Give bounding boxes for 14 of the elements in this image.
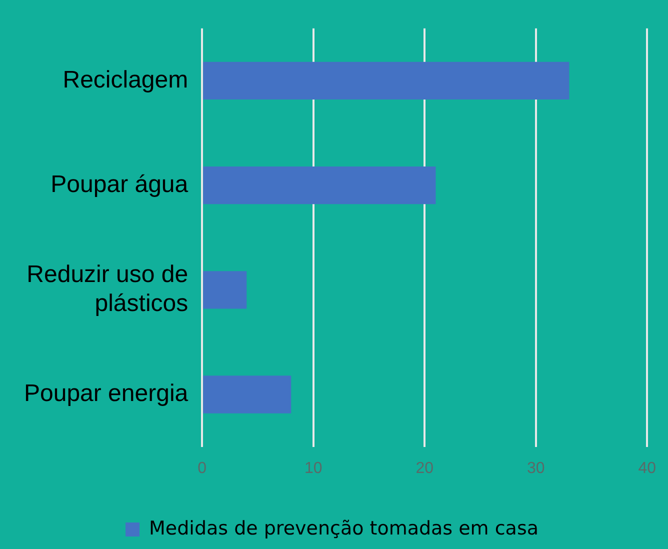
bar	[203, 271, 247, 309]
x-tick-label: 0	[198, 460, 207, 477]
y-tick-label: Reciclagem	[62, 66, 188, 94]
y-tick-label: Poupar energia	[24, 380, 189, 408]
x-tick-label: 20	[416, 460, 434, 477]
x-tick-label: 30	[526, 460, 545, 477]
bar	[203, 376, 292, 414]
y-tick-label: Reduzir uso de plásticos	[26, 261, 188, 317]
bar	[203, 166, 436, 204]
legend-label: Medidas de prevenção tomadas em casa	[149, 517, 538, 540]
x-tick-label: 10	[304, 460, 322, 477]
bar	[203, 62, 570, 100]
y-tick-label: Poupar água	[50, 170, 189, 198]
x-tick-label: 40	[638, 460, 656, 477]
